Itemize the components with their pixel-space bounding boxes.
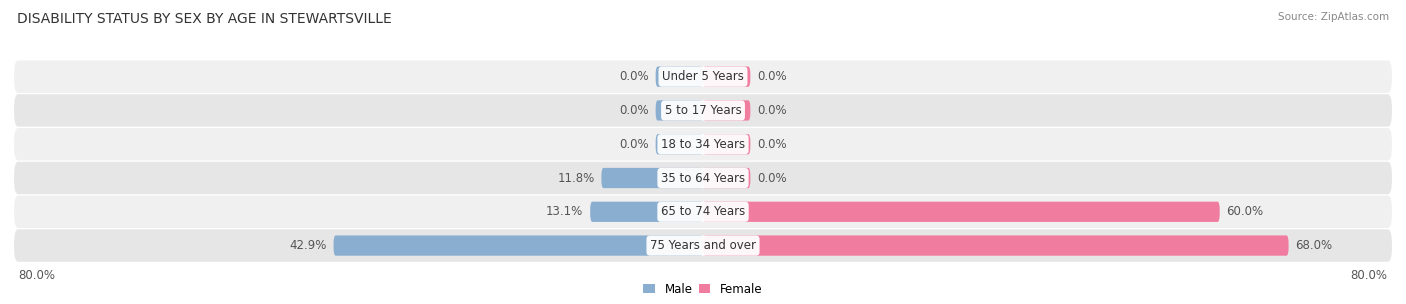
FancyBboxPatch shape (14, 94, 1392, 127)
FancyBboxPatch shape (333, 235, 703, 256)
FancyBboxPatch shape (14, 128, 1392, 161)
FancyBboxPatch shape (14, 195, 1392, 228)
Text: 65 to 74 Years: 65 to 74 Years (661, 205, 745, 218)
FancyBboxPatch shape (703, 235, 1289, 256)
Text: 0.0%: 0.0% (758, 138, 787, 151)
Text: 0.0%: 0.0% (758, 104, 787, 117)
FancyBboxPatch shape (703, 100, 751, 121)
Text: Source: ZipAtlas.com: Source: ZipAtlas.com (1278, 12, 1389, 22)
FancyBboxPatch shape (703, 202, 1219, 222)
FancyBboxPatch shape (14, 162, 1392, 194)
FancyBboxPatch shape (655, 100, 703, 121)
Text: 80.0%: 80.0% (1351, 268, 1388, 282)
Text: 0.0%: 0.0% (619, 138, 648, 151)
FancyBboxPatch shape (703, 67, 751, 87)
Text: 35 to 64 Years: 35 to 64 Years (661, 171, 745, 185)
FancyBboxPatch shape (703, 168, 751, 188)
FancyBboxPatch shape (14, 60, 1392, 93)
Text: 5 to 17 Years: 5 to 17 Years (665, 104, 741, 117)
Text: 60.0%: 60.0% (1226, 205, 1264, 218)
Text: Under 5 Years: Under 5 Years (662, 70, 744, 83)
Text: 0.0%: 0.0% (619, 104, 648, 117)
Text: 68.0%: 68.0% (1295, 239, 1333, 252)
FancyBboxPatch shape (703, 134, 751, 154)
Text: 18 to 34 Years: 18 to 34 Years (661, 138, 745, 151)
Text: 13.1%: 13.1% (546, 205, 583, 218)
Text: 80.0%: 80.0% (18, 268, 55, 282)
FancyBboxPatch shape (591, 202, 703, 222)
Text: 0.0%: 0.0% (758, 70, 787, 83)
Legend: Male, Female: Male, Female (644, 283, 762, 296)
Text: DISABILITY STATUS BY SEX BY AGE IN STEWARTSVILLE: DISABILITY STATUS BY SEX BY AGE IN STEWA… (17, 12, 392, 26)
FancyBboxPatch shape (602, 168, 703, 188)
FancyBboxPatch shape (655, 67, 703, 87)
Text: 75 Years and over: 75 Years and over (650, 239, 756, 252)
Text: 0.0%: 0.0% (758, 171, 787, 185)
FancyBboxPatch shape (655, 134, 703, 154)
Text: 42.9%: 42.9% (290, 239, 326, 252)
Text: 11.8%: 11.8% (557, 171, 595, 185)
Text: 0.0%: 0.0% (619, 70, 648, 83)
FancyBboxPatch shape (14, 229, 1392, 262)
